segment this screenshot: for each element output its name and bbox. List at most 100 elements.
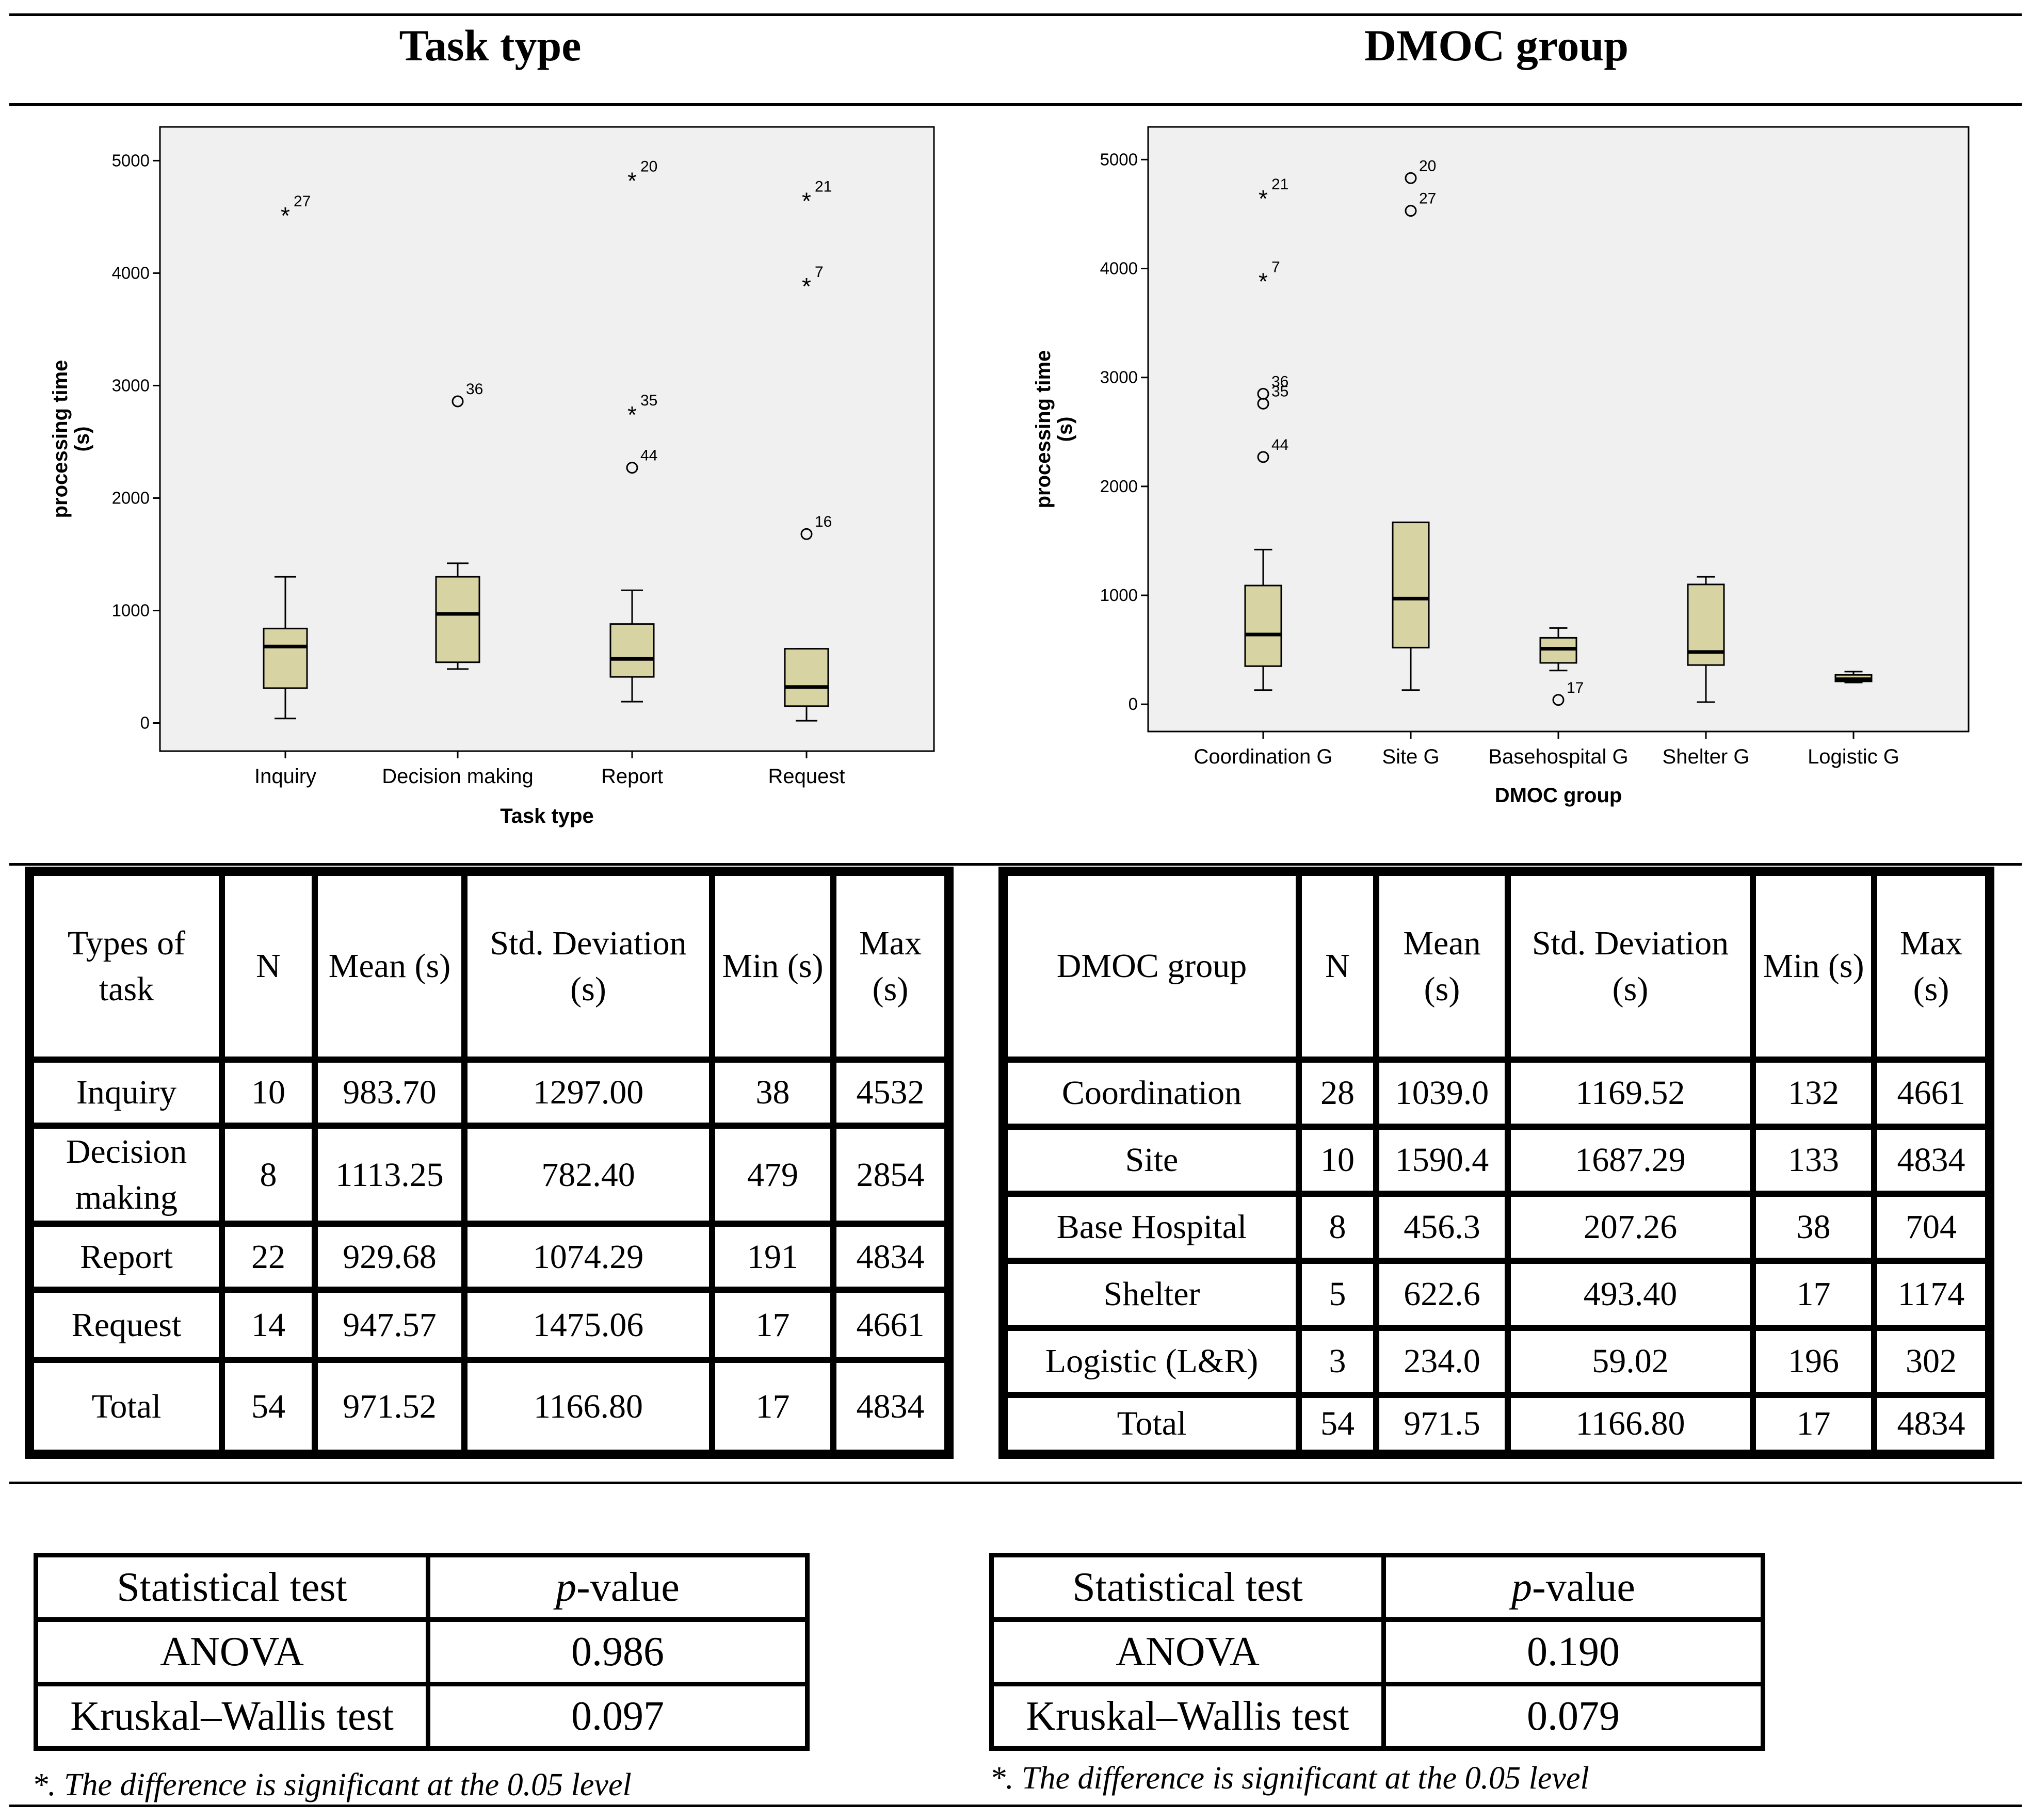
table-cell: 8 [1299, 1194, 1376, 1261]
table-cell: 1039.0 [1376, 1060, 1508, 1127]
task-type-tests-table: Statistical test p-value ANOVA 0.986 Kru… [34, 1553, 810, 1751]
table-cell: 622.6 [1376, 1261, 1508, 1328]
outlier-label: 44 [1271, 436, 1288, 453]
y-tick-label: 2000 [112, 488, 150, 507]
p-symbol: p [556, 1564, 577, 1610]
y-tick-label: 5000 [112, 151, 150, 170]
outlier-label: 35 [1271, 383, 1288, 400]
table-cell: Total [31, 1360, 222, 1453]
col-header: Max (s) [1874, 873, 1988, 1060]
table-row: Total 54 971.5 1166.80 17 4834 [1005, 1395, 1988, 1453]
table-cell: 479 [712, 1126, 833, 1224]
table-cell: ANOVA [989, 1617, 1386, 1686]
table-cell: 947.57 [315, 1290, 464, 1360]
col-header: Min (s) [1753, 873, 1874, 1060]
table-cell: 3 [1299, 1328, 1376, 1395]
outlier-circle [626, 462, 638, 474]
table-cell: 1174 [1874, 1261, 1988, 1328]
table-row: Inquiry 10 983.70 1297.00 38 4532 [31, 1060, 947, 1126]
y-tick-label: 4000 [112, 263, 150, 282]
x-axis-label: Task type [500, 805, 594, 827]
table-cell: 0.190 [1381, 1617, 1765, 1686]
table-cell: Site [1005, 1127, 1299, 1194]
table-cell: 704 [1874, 1194, 1988, 1261]
table-cell: 28 [1299, 1060, 1376, 1127]
bottom-rule [9, 1805, 2022, 1807]
table-cell: 1074.29 [464, 1224, 712, 1290]
table-row: Logistic (L&R) 3 234.0 59.02 196 302 [1005, 1328, 1988, 1395]
table-header-row: Statistical test p-value [34, 1553, 810, 1622]
table-cell: 2854 [833, 1126, 947, 1224]
table-cell: 38 [712, 1060, 833, 1126]
outlier-star: * [627, 401, 637, 428]
table-cell: 1297.00 [464, 1060, 712, 1126]
category-label: Logistic G [1808, 745, 1899, 768]
table-cell: 196 [1753, 1328, 1874, 1395]
category-label: Basehospital G [1488, 745, 1628, 768]
table-cell: 1590.4 [1376, 1127, 1508, 1194]
category-label: Inquiry [254, 765, 316, 788]
col-header: Statistical test [34, 1553, 430, 1622]
table-cell: Report [31, 1224, 222, 1290]
y-tick-label: 0 [1129, 694, 1138, 713]
table-cell: Base Hospital [1005, 1194, 1299, 1261]
table-cell: 133 [1753, 1127, 1874, 1194]
outlier-label: 36 [466, 381, 483, 398]
box [1244, 584, 1282, 667]
table-header-row: Statistical test p-value [989, 1553, 1765, 1622]
table-row: ANOVA 0.986 [34, 1617, 810, 1686]
outlier-label: 20 [640, 158, 657, 175]
y-tick-label: 4000 [1100, 259, 1138, 278]
dmoc-group-tests-table: Statistical test p-value ANOVA 0.190 Kru… [989, 1553, 1765, 1751]
outlier-circle [1257, 397, 1269, 410]
table-cell: ANOVA [34, 1617, 430, 1686]
table-cell: 4661 [1874, 1060, 1988, 1127]
table-cell: Coordination [1005, 1060, 1299, 1127]
outlier-label: 36 [1271, 373, 1288, 390]
category-label: Decision making [382, 765, 533, 788]
table-cell: 38 [1753, 1194, 1874, 1261]
table-cell: 5 [1299, 1261, 1376, 1328]
table-cell: 1166.80 [1508, 1395, 1753, 1453]
outlier-circle [1552, 694, 1565, 706]
col-header: N [1299, 873, 1376, 1060]
category-label: Report [601, 765, 663, 788]
table-cell: 1113.25 [315, 1126, 464, 1224]
table-cell: 132 [1753, 1060, 1874, 1127]
table-header-row: Types of task N Mean (s) Std. Deviation … [31, 873, 947, 1060]
dmoc-significance-note: *. The difference is significant at the … [990, 1761, 1589, 1796]
table-cell: 0.079 [1381, 1682, 1765, 1751]
outlier-label: 27 [1419, 190, 1436, 207]
col-header: Mean (s) [1376, 873, 1508, 1060]
table-row: Base Hospital 8 456.3 207.26 38 704 [1005, 1194, 1988, 1261]
outlier-circle [800, 528, 813, 540]
y-axis-label: processing time(s) [49, 360, 93, 518]
outlier-label: 20 [1419, 157, 1436, 174]
x-axis-label: DMOC group [1495, 784, 1622, 807]
outlier-label: 21 [815, 178, 832, 196]
table-cell: Kruskal–Wallis test [34, 1682, 430, 1751]
dmoc-group-boxplot: 0 1000 2000 3000 4000 5000 processing time(s) D… [1032, 126, 1970, 807]
box [609, 623, 655, 678]
table-cell: 54 [1299, 1395, 1376, 1453]
table-cell: 983.70 [315, 1060, 464, 1126]
col-header: DMOC group [1005, 873, 1299, 1060]
table-cell: 234.0 [1376, 1328, 1508, 1395]
y-axis-label: processing time(s) [1032, 350, 1076, 509]
outlier-star: * [1259, 185, 1268, 212]
box [435, 576, 480, 663]
table-cell: Request [31, 1290, 222, 1360]
table-cell: 17 [1753, 1395, 1874, 1453]
table-cell: 1687.29 [1508, 1127, 1753, 1194]
col-header: Types of task [31, 873, 222, 1060]
outlier-label: 16 [815, 513, 832, 530]
p-symbol: p [1511, 1564, 1533, 1610]
table-cell: 782.40 [464, 1126, 712, 1224]
table-cell: 54 [222, 1360, 315, 1453]
y-tick-label: 2000 [1100, 477, 1138, 496]
col-header: Max (s) [833, 873, 947, 1060]
outlier-label: 17 [1567, 679, 1584, 696]
table-cell: 4532 [833, 1060, 947, 1126]
table-cell: 4834 [833, 1360, 947, 1453]
table-cell: 17 [712, 1360, 833, 1453]
